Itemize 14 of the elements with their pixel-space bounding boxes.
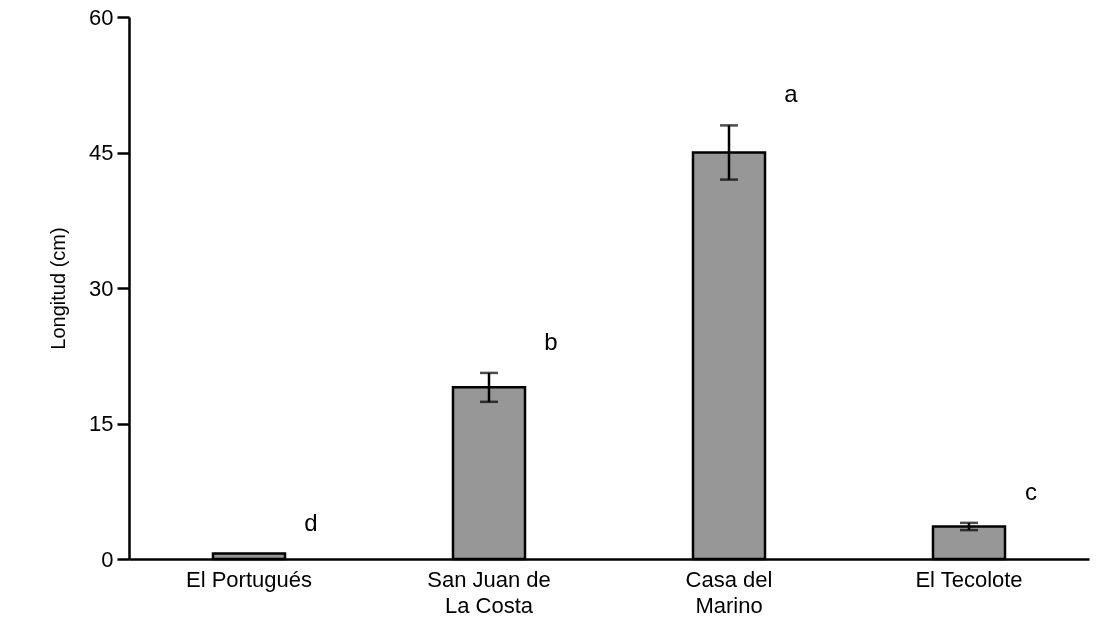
y-tick-label: 60	[89, 4, 114, 30]
y-tick-label: 45	[89, 140, 114, 165]
x-tick-label: Casa del Marino	[685, 566, 773, 618]
annotation: d	[304, 508, 318, 536]
x-tick-label: San Juan de La Costa	[427, 566, 551, 618]
y-tick-label: 30	[89, 275, 114, 301]
annotation: c	[1025, 477, 1037, 505]
x-tick-label: El Tecolote	[915, 566, 1023, 592]
y-tick-label: 0	[101, 546, 114, 572]
x-tick-label: El Portugués	[186, 566, 312, 592]
y-axis-title: Longitud (cm)	[47, 227, 70, 350]
y-tick-label: 15	[89, 411, 114, 436]
annotation: b	[544, 327, 558, 355]
annotation: a	[784, 80, 799, 108]
